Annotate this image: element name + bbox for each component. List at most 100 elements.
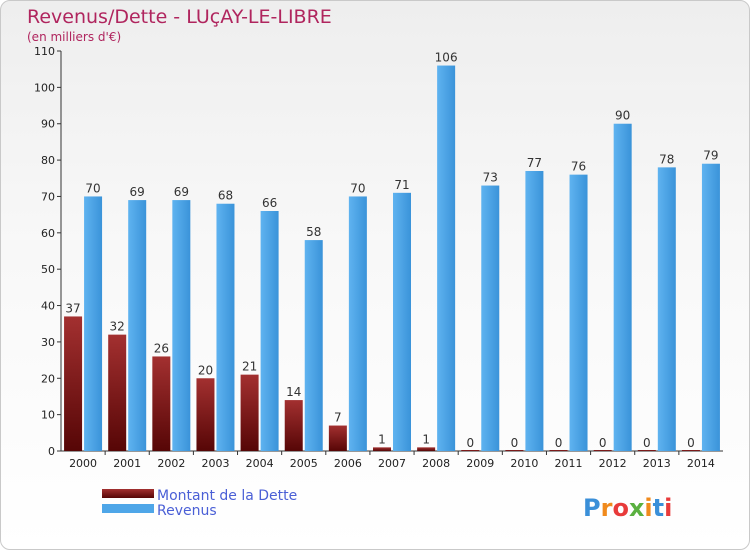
label-dette: 14 — [286, 385, 301, 399]
bar-dette — [64, 316, 83, 451]
label-dette: 26 — [154, 341, 169, 355]
bars — [64, 65, 720, 452]
y-tick-label: 20 — [41, 372, 55, 385]
bar-revenus — [613, 123, 632, 452]
bar-dette — [284, 400, 303, 451]
bar-revenus — [84, 196, 103, 451]
bar-dette — [108, 334, 127, 451]
label-revenus: 78 — [659, 152, 674, 166]
bar-dette — [549, 450, 568, 451]
bar-revenus — [304, 240, 323, 451]
bar-dette — [373, 447, 391, 451]
x-tick-label: 2010 — [510, 457, 538, 470]
x-tick-label: 2000 — [69, 457, 97, 470]
label-revenus: 90 — [615, 109, 630, 123]
label-revenus: 71 — [394, 178, 409, 192]
x-tick-label: 2012 — [599, 457, 627, 470]
bar-revenus — [701, 163, 720, 451]
data-labels: 3770326926692068216614587701711106073077… — [65, 51, 718, 450]
label-dette: 0 — [511, 436, 519, 450]
bar-dette — [681, 450, 700, 451]
bar-dette — [417, 447, 436, 451]
label-revenus: 68 — [218, 189, 233, 203]
label-dette: 20 — [198, 363, 213, 377]
x-tick-label: 2009 — [466, 457, 494, 470]
label-revenus: 69 — [130, 185, 145, 199]
bar-revenus — [569, 174, 588, 452]
y-tick-label: 50 — [41, 263, 55, 276]
label-revenus: 69 — [174, 185, 189, 199]
label-revenus: 79 — [703, 149, 718, 163]
y-tick-label: 80 — [41, 154, 55, 167]
bar-revenus — [216, 203, 235, 451]
bar-revenus — [525, 171, 544, 451]
label-revenus: 106 — [435, 51, 458, 65]
x-tick-label: 2014 — [687, 457, 715, 470]
label-dette: 32 — [110, 320, 125, 334]
label-dette: 0 — [555, 436, 563, 450]
y-tick-label: 100 — [34, 81, 55, 94]
y-tick-label: 60 — [41, 227, 55, 240]
x-tick-label: 2011 — [555, 457, 583, 470]
bar-revenus — [481, 185, 500, 451]
label-dette: 1 — [422, 432, 430, 446]
x-tick-label: 2007 — [378, 457, 406, 470]
x-tick-label: 2004 — [246, 457, 274, 470]
label-dette: 0 — [643, 436, 651, 450]
x-tick-label: 2001 — [113, 457, 141, 470]
legend: Montant de la Dette Revenus — [102, 488, 297, 519]
bar-dette — [593, 450, 612, 451]
chart-title: Revenus/Dette - LUçAY-LE-LIBRE — [27, 6, 332, 28]
bar-dette — [637, 450, 656, 451]
label-dette: 37 — [65, 301, 80, 315]
bar-dette — [505, 450, 524, 451]
bar-revenus — [260, 211, 279, 451]
bar-revenus — [437, 65, 456, 451]
legend-label-revenus: Revenus — [157, 503, 217, 519]
y-tick-label: 110 — [34, 45, 55, 58]
x-tick-label: 2006 — [334, 457, 362, 470]
label-revenus: 66 — [262, 196, 277, 210]
x-tick-label: 2002 — [157, 457, 185, 470]
y-tick-label: 40 — [41, 300, 55, 313]
label-revenus: 73 — [483, 171, 498, 185]
label-revenus: 77 — [527, 156, 542, 170]
logo-text: Proxiti — [583, 494, 672, 522]
legend-swatch-revenus — [102, 504, 154, 513]
y-tick-label: 70 — [41, 190, 55, 203]
label-dette: 0 — [687, 436, 695, 450]
y-tick-label: 90 — [41, 118, 55, 131]
legend-swatch-dette — [102, 489, 154, 498]
x-tick-label: 2013 — [643, 457, 671, 470]
proxiti-logo: Proxiti — [583, 494, 672, 522]
label-dette: 7 — [334, 411, 342, 425]
bar-revenus — [657, 167, 676, 451]
x-tick-label: 2005 — [290, 457, 318, 470]
y-tick-label: 0 — [48, 445, 55, 458]
label-revenus: 76 — [571, 160, 586, 174]
bar-dette — [240, 374, 259, 451]
bar-revenus — [128, 200, 147, 451]
y-tick-label: 10 — [41, 409, 55, 422]
bar-dette — [461, 450, 480, 451]
label-revenus: 58 — [306, 225, 321, 239]
bar-dette — [328, 425, 347, 451]
bar-revenus — [348, 196, 367, 451]
bar-revenus — [172, 200, 191, 451]
label-dette: 21 — [242, 360, 257, 374]
bar-dette — [152, 356, 171, 451]
x-tick-label: 2008 — [422, 457, 450, 470]
label-revenus: 70 — [350, 181, 365, 195]
y-tick-label: 30 — [41, 336, 55, 349]
x-tick-label: 2003 — [201, 457, 229, 470]
bar-dette — [196, 378, 215, 451]
label-revenus: 70 — [85, 181, 100, 195]
label-dette: 1 — [378, 432, 386, 446]
bar-revenus — [393, 192, 411, 451]
label-dette: 0 — [466, 436, 474, 450]
chart-subtitle: (en milliers d'€) — [27, 30, 121, 44]
label-dette: 0 — [599, 436, 607, 450]
